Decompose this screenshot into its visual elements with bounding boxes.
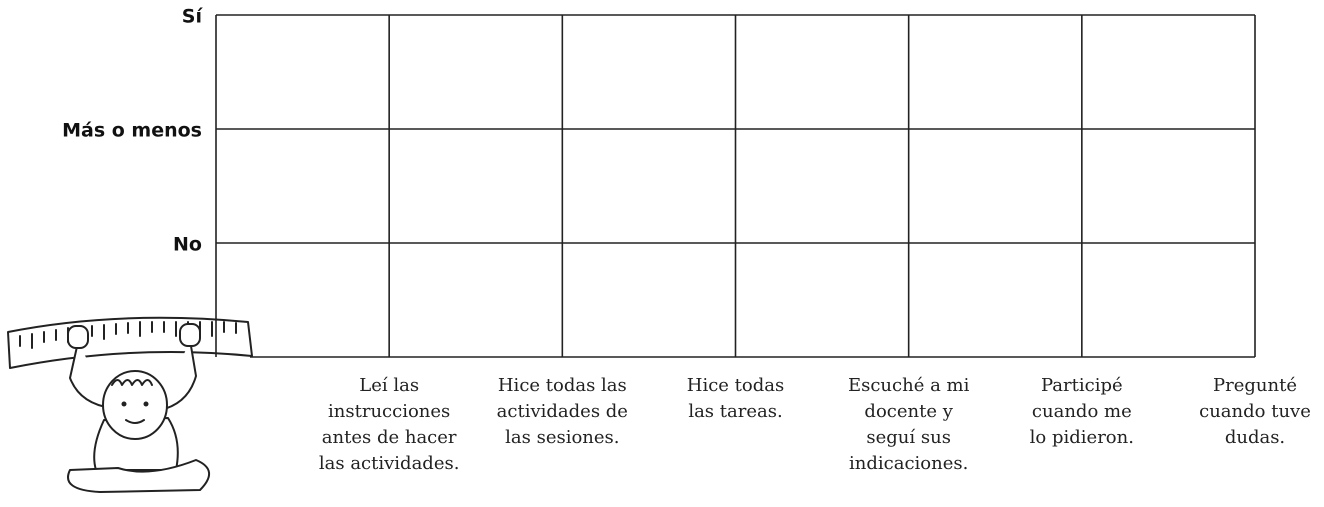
column-label: instrucciones xyxy=(328,401,450,422)
column-label: actividades de xyxy=(497,401,628,422)
labels: Sí Más o menos No Leí las instrucciones antes… xyxy=(62,6,1311,475)
column-label: seguí sus xyxy=(866,427,951,448)
row-label: Sí xyxy=(182,6,204,28)
column-label: Pregunté xyxy=(1213,375,1297,396)
column-label: Leí las xyxy=(359,375,419,396)
column-label: Participé xyxy=(1041,375,1123,396)
column-label: las sesiones. xyxy=(505,427,619,448)
column-label: dudas. xyxy=(1225,427,1285,448)
row-label: Más o menos xyxy=(62,120,202,142)
column-label: indicaciones. xyxy=(849,453,968,474)
column-label: cuando me xyxy=(1032,401,1132,422)
column-label: las actividades. xyxy=(319,453,460,474)
grid xyxy=(215,14,1256,358)
row-label: No xyxy=(173,234,202,256)
column-label: Hice todas las xyxy=(498,375,627,396)
column-label: docente y xyxy=(864,401,953,422)
column-label: las tareas. xyxy=(688,401,782,422)
column-label: Hice todas xyxy=(687,375,784,396)
column-label: lo pidieron. xyxy=(1030,427,1134,448)
illustration xyxy=(7,316,253,493)
column-label: Escuché a mi xyxy=(848,375,970,396)
column-label: antes de hacer xyxy=(322,427,457,448)
column-label: cuando tuve xyxy=(1199,401,1311,422)
